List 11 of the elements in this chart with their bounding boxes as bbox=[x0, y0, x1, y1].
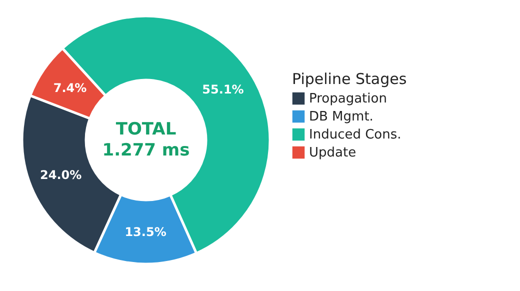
legend-label: Propagation bbox=[309, 92, 387, 106]
legend-label: Update bbox=[309, 146, 356, 160]
legend-label: Induced Cons. bbox=[309, 128, 402, 142]
data-label: 13.5% bbox=[124, 225, 166, 239]
legend-label: DB Mgmt. bbox=[309, 110, 374, 124]
data-label: 55.1% bbox=[202, 82, 244, 97]
legend-title: Pipeline Stages bbox=[292, 70, 407, 88]
data-label: 7.4% bbox=[53, 81, 87, 96]
text: TOTAL bbox=[116, 120, 176, 140]
text: 1.277 ms bbox=[102, 140, 190, 160]
data-label: 24.0% bbox=[40, 168, 82, 182]
